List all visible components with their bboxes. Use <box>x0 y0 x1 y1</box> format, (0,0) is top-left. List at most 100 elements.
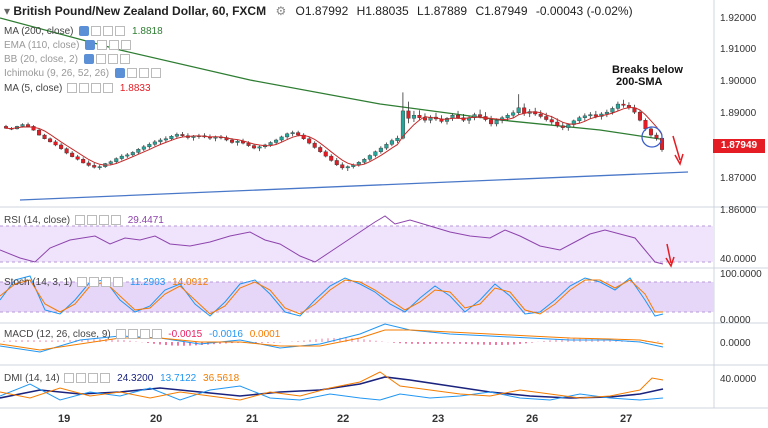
settings-icon[interactable] <box>89 277 100 288</box>
candle-body[interactable] <box>356 162 361 165</box>
candle-body[interactable] <box>37 129 42 136</box>
candle-body[interactable] <box>340 164 345 169</box>
visibility-icon[interactable] <box>77 277 88 288</box>
candle-body[interactable] <box>147 144 152 148</box>
candle-body[interactable] <box>235 141 240 143</box>
candle-body[interactable] <box>406 110 411 119</box>
settings-icon[interactable] <box>126 68 137 79</box>
visibility-icon[interactable] <box>74 215 85 226</box>
candle-body[interactable] <box>312 142 317 148</box>
candle-body[interactable] <box>141 146 146 150</box>
settings-icon[interactable] <box>86 215 97 226</box>
candle-body[interactable] <box>86 162 91 166</box>
candle-body[interactable] <box>108 161 113 164</box>
candle-body[interactable] <box>81 159 86 164</box>
close-icon[interactable] <box>139 329 150 340</box>
candle-body[interactable] <box>334 160 339 165</box>
dmi-header[interactable]: DMI (14, 14) 24.3200 13.7122 36.5618 <box>4 373 239 384</box>
candle-body[interactable] <box>654 134 659 139</box>
candle-body[interactable] <box>422 117 427 121</box>
candle-body[interactable] <box>549 119 554 123</box>
candle-body[interactable] <box>59 144 64 149</box>
visibility-icon[interactable] <box>115 329 126 340</box>
candle-body[interactable] <box>75 156 80 160</box>
candle-body[interactable] <box>48 138 53 143</box>
settings-icon[interactable]: ⚙ <box>275 4 287 18</box>
candle-body[interactable] <box>593 114 598 117</box>
candle-body[interactable] <box>378 147 383 152</box>
symbol-title[interactable]: British Pound/New Zealand Dollar, 60, FX… <box>13 4 267 18</box>
candle-body[interactable] <box>604 111 609 115</box>
candle-body[interactable] <box>489 119 494 125</box>
candle-body[interactable] <box>53 141 58 146</box>
candle-body[interactable] <box>610 108 615 113</box>
candle-body[interactable] <box>296 132 301 136</box>
candle-body[interactable] <box>230 139 235 143</box>
candle-body[interactable] <box>538 113 543 117</box>
candle-body[interactable] <box>279 136 284 141</box>
candle-body[interactable] <box>544 116 549 120</box>
candle-body[interactable] <box>329 155 334 161</box>
close-icon[interactable] <box>98 215 109 226</box>
settings-icon[interactable] <box>97 40 108 51</box>
rsi-header[interactable]: RSI (14, close) 29.4471 <box>4 215 164 226</box>
candle-body[interactable] <box>516 107 521 113</box>
indicator-ema110[interactable]: EMA (110, close) <box>4 40 132 51</box>
candle-body[interactable] <box>252 145 257 149</box>
indicator-bb[interactable]: BB (20, close, 2) <box>4 54 130 65</box>
candle-body[interactable] <box>130 152 135 156</box>
visibility-icon[interactable] <box>79 26 90 37</box>
candle-body[interactable] <box>637 111 642 121</box>
candle-body[interactable] <box>246 142 251 146</box>
candle-body[interactable] <box>174 134 179 137</box>
candle-body[interactable] <box>384 144 389 149</box>
candle-body[interactable] <box>97 166 102 168</box>
visibility-icon[interactable] <box>85 40 96 51</box>
candle-body[interactable] <box>522 107 527 114</box>
candle-body[interactable] <box>285 133 290 138</box>
candle-body[interactable] <box>367 155 372 160</box>
close-icon[interactable] <box>109 40 120 51</box>
close-icon[interactable] <box>91 83 102 94</box>
visibility-icon[interactable] <box>64 373 75 384</box>
visibility-icon[interactable] <box>114 68 125 79</box>
more-icon[interactable] <box>121 40 132 51</box>
candle-body[interactable] <box>64 148 69 154</box>
candle-body[interactable] <box>152 141 157 145</box>
candle-body[interactable] <box>158 139 163 143</box>
candle-body[interactable] <box>114 158 119 162</box>
close-icon[interactable] <box>107 54 118 65</box>
candle-body[interactable] <box>180 134 185 136</box>
price-axis[interactable]: 1.92000 1.91000 1.90000 1.89000 1.87000 … <box>720 13 762 385</box>
collapse-icon[interactable]: ▾ <box>4 4 11 18</box>
candle-body[interactable] <box>494 119 499 125</box>
more-icon[interactable] <box>113 277 124 288</box>
candle-body[interactable] <box>169 136 174 139</box>
candle-body[interactable] <box>582 115 587 118</box>
candle-body[interactable] <box>290 132 295 135</box>
candle-body[interactable] <box>125 154 130 157</box>
candle-body[interactable] <box>318 147 323 152</box>
candle-body[interactable] <box>307 138 312 144</box>
close-icon[interactable] <box>101 277 112 288</box>
settings-icon[interactable] <box>79 83 90 94</box>
more-icon[interactable] <box>103 83 114 94</box>
time-axis[interactable]: 19 20 21 22 23 26 27 <box>58 413 632 425</box>
candle-body[interactable] <box>345 166 350 169</box>
indicator-ma5[interactable]: MA (5, close) 1.8833 <box>4 83 151 94</box>
candle-body[interactable] <box>92 165 97 168</box>
candle-body[interactable] <box>395 137 400 141</box>
visibility-icon[interactable] <box>67 83 78 94</box>
indicator-ma200[interactable]: MA (200, close) 1.8818 <box>4 26 163 37</box>
candle-body[interactable] <box>411 115 416 119</box>
candle-body[interactable] <box>274 139 279 143</box>
candle-body[interactable] <box>588 114 593 117</box>
candle-body[interactable] <box>31 126 36 131</box>
candle-body[interactable] <box>648 128 653 136</box>
close-icon[interactable] <box>88 373 99 384</box>
visibility-icon[interactable] <box>83 54 94 65</box>
candle-body[interactable] <box>400 110 405 139</box>
candle-body[interactable] <box>511 112 516 116</box>
candle-body[interactable] <box>323 151 328 157</box>
candle-body[interactable] <box>621 103 626 106</box>
